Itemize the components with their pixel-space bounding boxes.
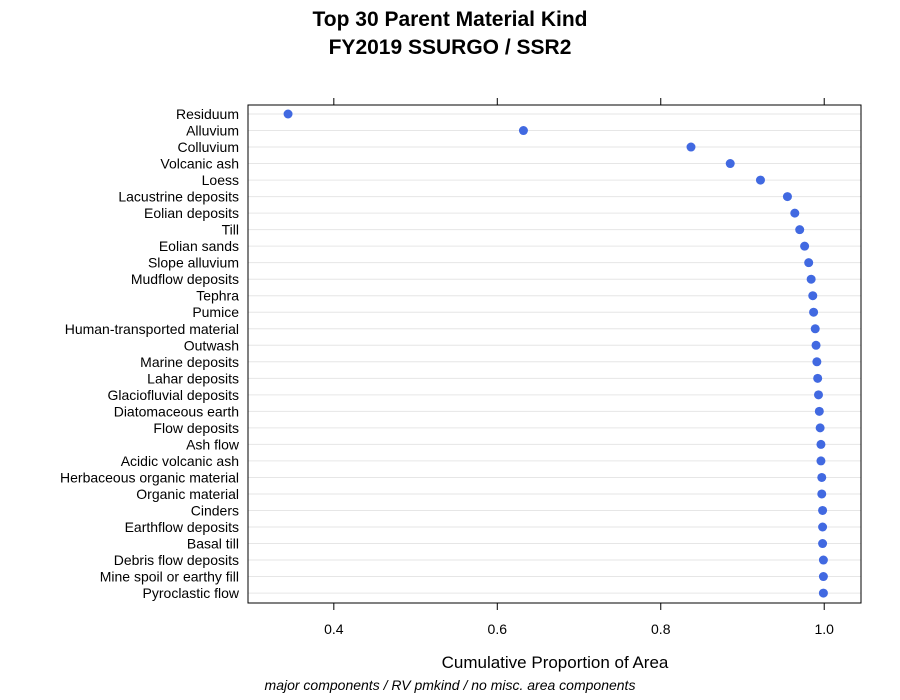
data-points: [283, 109, 828, 598]
category-label: Colluvium: [178, 139, 239, 155]
data-point: [808, 291, 818, 301]
data-point: [818, 505, 828, 515]
data-point: [813, 390, 823, 400]
data-point: [816, 456, 826, 466]
data-point: [817, 472, 827, 482]
data-point: [518, 126, 528, 136]
category-label: Pyroclastic flow: [143, 585, 240, 601]
category-label: Eolian deposits: [144, 205, 239, 221]
chart-subtitle: FY2019 SSURGO / SSR2: [328, 36, 572, 59]
category-label: Alluvium: [186, 123, 239, 139]
x-tick-label: 0.8: [651, 621, 671, 637]
category-label: Basal till: [187, 536, 239, 552]
data-point: [809, 307, 819, 317]
category-label: Till: [222, 222, 239, 238]
category-label: Flow deposits: [153, 420, 239, 436]
category-label: Diatomaceous earth: [114, 403, 239, 419]
category-label: Mine spoil or earthy fill: [100, 569, 239, 585]
category-label: Glaciofluvial deposits: [107, 387, 239, 403]
data-point: [814, 406, 824, 416]
category-label: Organic material: [136, 486, 239, 502]
category-label: Acidic volcanic ash: [121, 453, 239, 469]
x-axis-label: Cumulative Proportion of Area: [442, 653, 669, 672]
category-label: Marine deposits: [140, 354, 239, 370]
data-point: [790, 208, 800, 218]
data-point: [725, 159, 735, 169]
chart-title: Top 30 Parent Material Kind: [312, 8, 588, 31]
data-point: [804, 258, 814, 268]
data-point: [818, 555, 828, 565]
category-label: Herbaceous organic material: [60, 469, 239, 485]
data-point: [818, 572, 828, 582]
category-label: Slope alluvium: [148, 255, 239, 271]
x-axis-ticks: 0.4 0.6 0.8 1.0: [324, 98, 834, 637]
plot-frame: [247, 104, 862, 604]
data-point: [782, 192, 792, 202]
category-label: Cinders: [191, 502, 239, 518]
category-label: Outwash: [184, 337, 239, 353]
data-point: [817, 489, 827, 499]
data-point: [800, 241, 810, 251]
category-label: Eolian sands: [159, 238, 239, 254]
category-label: Lacustrine deposits: [118, 189, 239, 205]
grid-lines: [248, 113, 861, 594]
data-point: [816, 439, 826, 449]
data-point: [806, 274, 816, 284]
data-point: [818, 588, 828, 598]
category-label: Mudflow deposits: [131, 271, 239, 287]
data-point: [686, 142, 696, 152]
data-point: [795, 225, 805, 235]
category-label: Tephra: [196, 288, 239, 304]
category-label: Volcanic ash: [160, 156, 239, 172]
data-point: [818, 539, 828, 549]
data-point: [810, 324, 820, 334]
category-label: Earthflow deposits: [125, 519, 239, 535]
data-point: [283, 109, 293, 119]
data-point: [811, 340, 821, 350]
category-label: Debris flow deposits: [114, 552, 239, 568]
x-tick-label: 0.6: [488, 621, 508, 637]
category-label: Pumice: [192, 304, 239, 320]
category-label: Loess: [202, 172, 239, 188]
category-label: Human-transported material: [65, 321, 239, 337]
x-tick-label: 0.4: [324, 621, 344, 637]
category-label: Ash flow: [186, 436, 240, 452]
data-point: [813, 373, 823, 383]
category-label: Lahar deposits: [147, 370, 239, 386]
data-point: [812, 357, 822, 367]
x-tick-label: 1.0: [814, 621, 834, 637]
category-label: Residuum: [176, 106, 239, 122]
data-point: [815, 423, 825, 433]
data-point: [818, 522, 828, 532]
data-point: [755, 175, 765, 185]
chart-footnote: major components / RV pmkind / no misc. …: [265, 677, 636, 693]
